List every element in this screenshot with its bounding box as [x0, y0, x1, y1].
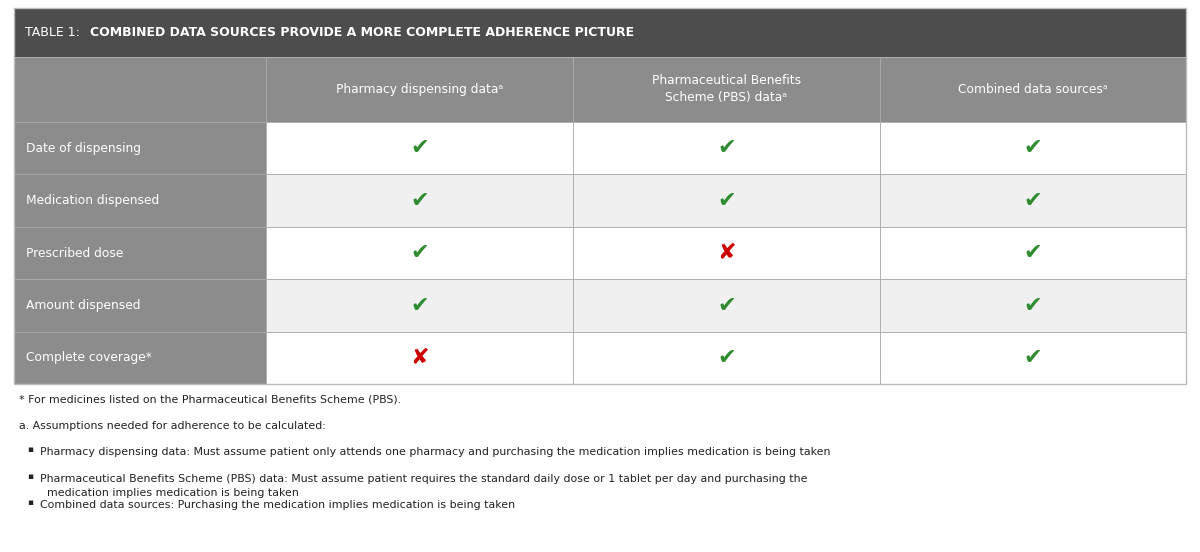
Text: Amount dispensed: Amount dispensed	[26, 299, 140, 312]
Bar	[14, 8, 1186, 384]
Text: COMBINED DATA SOURCES PROVIDE A MORE COMPLETE ADHERENCE PICTURE: COMBINED DATA SOURCES PROVIDE A MORE COM…	[90, 26, 634, 39]
Text: a. Assumptions needed for adherence to be calculated:: a. Assumptions needed for adherence to b…	[19, 421, 326, 431]
Text: Pharmaceutical Benefits
Scheme (PBS) dataᵃ: Pharmaceutical Benefits Scheme (PBS) dat…	[652, 75, 802, 104]
Bar	[880, 279, 1186, 332]
Bar	[880, 122, 1186, 174]
Text: Pharmacy dispensing dataᵃ: Pharmacy dispensing dataᵃ	[336, 83, 503, 96]
Bar	[574, 227, 880, 279]
Text: ✔: ✔	[1024, 295, 1042, 316]
Text: Combined data sources: Purchasing the medication implies medication is being tak: Combined data sources: Purchasing the me…	[40, 500, 515, 510]
Text: ✔: ✔	[1024, 348, 1042, 368]
Text: ✔: ✔	[410, 243, 428, 263]
Bar	[574, 332, 880, 384]
Bar	[14, 174, 266, 227]
Text: ✔: ✔	[410, 190, 428, 211]
Bar	[266, 332, 574, 384]
Text: Complete coverage*: Complete coverage*	[26, 352, 152, 364]
Bar	[880, 332, 1186, 384]
Text: ✔: ✔	[718, 295, 736, 316]
Text: Combined data sourcesᵃ: Combined data sourcesᵃ	[958, 83, 1108, 96]
Text: ✔: ✔	[410, 295, 428, 316]
Bar	[14, 227, 266, 279]
Text: Prescribed dose: Prescribed dose	[26, 247, 124, 259]
Text: ✔: ✔	[1024, 138, 1042, 158]
Bar	[574, 57, 880, 122]
Text: ✘: ✘	[410, 348, 428, 368]
Bar	[266, 122, 574, 174]
Text: ▪: ▪	[28, 498, 34, 507]
Text: Date of dispensing: Date of dispensing	[26, 142, 142, 155]
Text: ✘: ✘	[718, 243, 736, 263]
Text: ✔: ✔	[1024, 243, 1042, 263]
Text: ✔: ✔	[1024, 190, 1042, 211]
Text: ✔: ✔	[718, 138, 736, 158]
Bar	[266, 174, 574, 227]
Bar	[14, 279, 266, 332]
Text: ▪: ▪	[28, 445, 34, 454]
Text: * For medicines listed on the Pharmaceutical Benefits Scheme (PBS).: * For medicines listed on the Pharmaceut…	[19, 394, 401, 404]
Bar	[574, 279, 880, 332]
Bar	[574, 122, 880, 174]
Bar	[266, 227, 574, 279]
Text: ▪: ▪	[28, 472, 34, 481]
Text: Pharmacy dispensing data: Must assume patient only attends one pharmacy and purc: Pharmacy dispensing data: Must assume pa…	[40, 447, 830, 457]
Bar	[880, 57, 1186, 122]
Bar	[14, 57, 266, 122]
Text: ✔: ✔	[718, 190, 736, 211]
Text: Medication dispensed: Medication dispensed	[26, 194, 160, 207]
Bar	[266, 57, 574, 122]
Bar	[14, 332, 266, 384]
Bar	[14, 122, 266, 174]
Text: ✔: ✔	[410, 138, 428, 158]
Bar	[880, 174, 1186, 227]
Bar	[880, 227, 1186, 279]
Bar	[574, 174, 880, 227]
Text: TABLE 1:: TABLE 1:	[25, 26, 84, 39]
Text: Pharmaceutical Benefits Scheme (PBS) data: Must assume patient requires the stan: Pharmaceutical Benefits Scheme (PBS) dat…	[40, 474, 808, 497]
Bar	[14, 8, 1186, 57]
Bar	[266, 279, 574, 332]
Text: ✔: ✔	[718, 348, 736, 368]
